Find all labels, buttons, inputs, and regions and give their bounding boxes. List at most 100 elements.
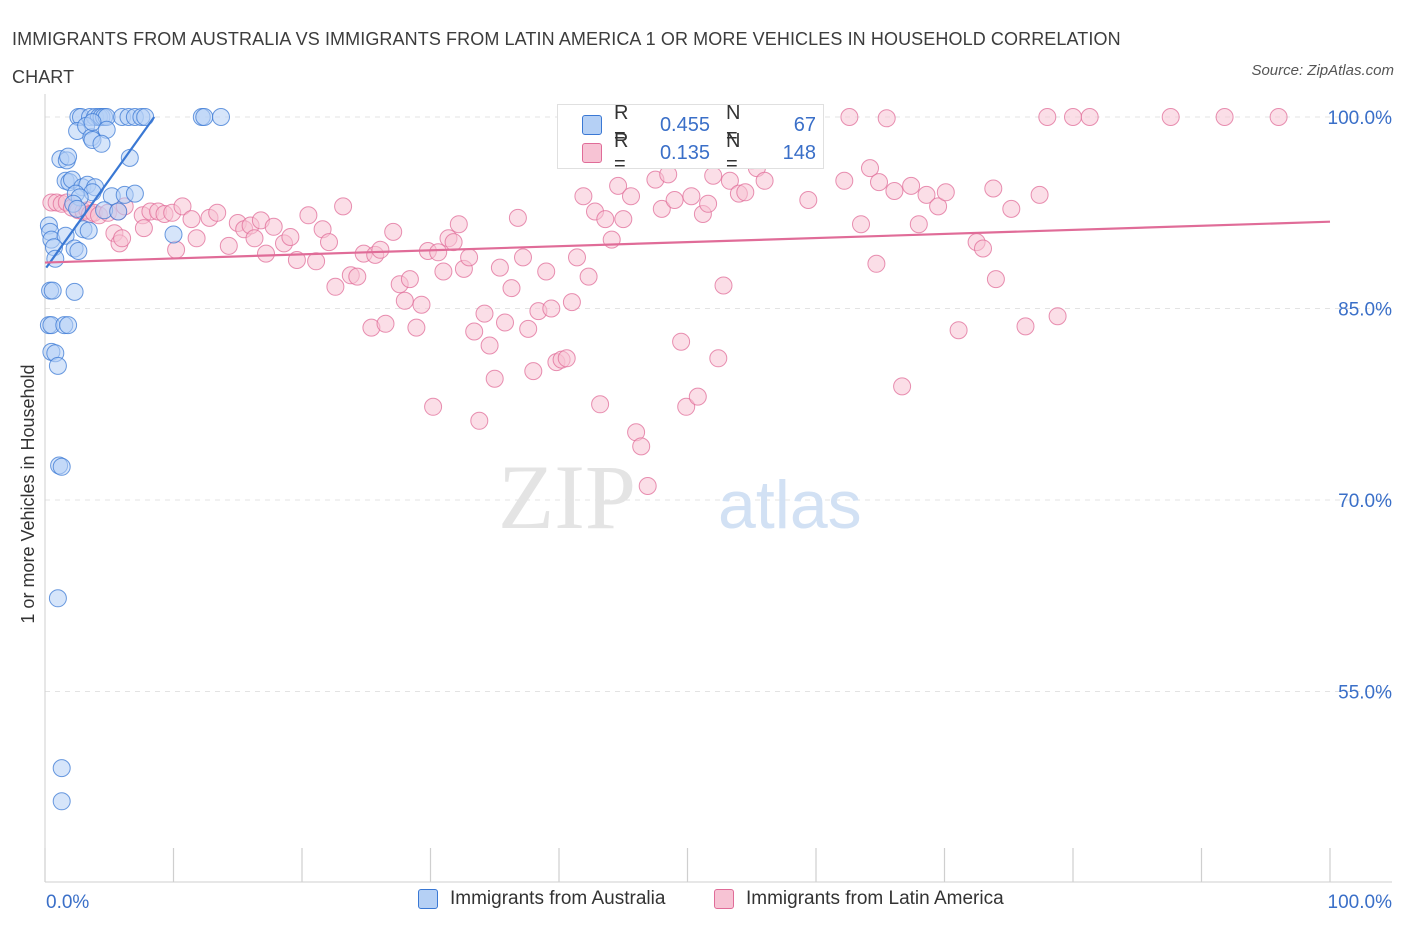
latin-america-point-36 [264, 217, 283, 236]
australia-point-25 [59, 147, 78, 166]
australia-point-19 [83, 113, 102, 132]
latin-america-point-56 [400, 270, 419, 289]
latin-america-point-92 [596, 210, 615, 229]
latin-america-point-112 [714, 276, 733, 295]
watermark-zip: ZIP [498, 446, 636, 548]
stats-n-label: N = [726, 102, 741, 147]
latin-america-point-79 [524, 362, 543, 381]
australia-point-14 [195, 108, 214, 126]
latin-america-point-86 [562, 293, 581, 312]
latin-america-point-74 [496, 313, 514, 332]
australia-point-42 [109, 202, 128, 221]
latin-america-point-149 [1080, 108, 1099, 126]
latin-america-point-135 [917, 185, 936, 204]
latin-america-point-101 [652, 199, 671, 218]
latin-america-point-60 [424, 397, 443, 416]
latin-america-point-24 [134, 219, 153, 238]
latin-america-point-26 [187, 229, 206, 248]
latin-america-point-95 [614, 210, 633, 229]
stats-n-value-latin-america: 148 [782, 141, 816, 164]
grid-lines [45, 116, 1392, 692]
latin-america-point-98 [632, 437, 651, 456]
latin-america-point-124 [835, 171, 854, 190]
latin-america-point-61 [429, 243, 448, 262]
australia-point-63 [48, 356, 67, 375]
y-tick-label-1: 85.0% [1338, 300, 1392, 321]
axes [44, 94, 1392, 883]
latin-america-point-138 [949, 321, 968, 340]
australia-trend-line [45, 116, 156, 269]
latin-america-point-78 [519, 319, 538, 338]
latin-america-point-88 [574, 187, 593, 206]
australia-point-40 [68, 199, 87, 218]
latin-america-point-20 [182, 210, 201, 229]
latin-america-point-137 [936, 183, 955, 202]
y-axis-label: 1 or more Vehicles in Household [18, 364, 38, 623]
latin-america-point-127 [861, 159, 879, 178]
stats-swatch-australia [582, 115, 602, 135]
latin-america-point-65 [449, 215, 468, 234]
latin-america-point-76 [508, 208, 527, 227]
legend-item-australia[interactable]: Immigrants from Australia [418, 888, 665, 910]
watermark-atlas: atlas [718, 467, 862, 543]
latin-america-point-64 [444, 233, 463, 252]
legend-item-latin-america[interactable]: Immigrants from Latin America [714, 888, 1004, 910]
latin-america-point-58 [412, 295, 431, 314]
latin-america-point-62 [434, 262, 453, 281]
latin-america-point-87 [568, 248, 586, 267]
latin-america-point-123 [799, 191, 818, 209]
australia-points [39, 108, 230, 811]
latin-america-points [42, 108, 1288, 495]
legend-label-australia: Immigrants from Australia [450, 888, 666, 909]
chart-title: IMMIGRANTS FROM AUSTRALIA VS IMMIGRANTS … [12, 29, 1121, 87]
latin-america-point-106 [682, 187, 701, 206]
latin-america-point-45 [334, 197, 353, 216]
latin-america-point-57 [407, 318, 426, 337]
latin-america-point-144 [1016, 317, 1035, 336]
latin-america-point-146 [1038, 108, 1057, 126]
latin-america-point-41 [307, 252, 326, 271]
latin-america-point-81 [537, 262, 556, 281]
latin-america-point-113 [720, 171, 739, 190]
stats-box: R = 0.455 N = 67 R = 0.135 N = 148 [557, 102, 824, 175]
latin-america-point-96 [622, 187, 640, 206]
latin-america-point-72 [485, 369, 504, 388]
latin-america-point-99 [638, 477, 657, 495]
latin-america-point-143 [1002, 199, 1021, 218]
australia-point-51 [69, 242, 88, 260]
watermark: ZIP atlas [498, 446, 862, 548]
legend-swatch-latin-america [714, 889, 734, 909]
legend-swatch-australia [418, 889, 438, 909]
latin-america-point-89 [579, 267, 598, 286]
latin-america-point-19 [173, 197, 192, 216]
latin-america-point-43 [320, 233, 338, 252]
latin-america-trend-line [44, 220, 1331, 264]
latin-america-point-69 [470, 411, 489, 430]
latin-america-point-77 [514, 248, 532, 267]
latin-america-point-128 [867, 254, 886, 273]
latin-america-point-105 [677, 397, 696, 416]
latin-america-point-82 [542, 299, 561, 318]
latin-america-point-134 [909, 215, 928, 234]
latin-america-point-125 [840, 108, 859, 126]
australia-point-22 [92, 134, 111, 153]
latin-america-point-131 [885, 182, 904, 200]
latin-america-point-85 [557, 349, 576, 368]
latin-america-point-111 [709, 349, 728, 368]
legend: Immigrants from Australia Immigrants fro… [0, 888, 1406, 918]
legend-label-latin-america: Immigrants from Latin America [746, 888, 1004, 909]
latin-america-point-38 [281, 228, 300, 246]
australia-point-68 [52, 792, 71, 811]
latin-america-point-148 [1064, 108, 1082, 126]
australia-point-60 [59, 316, 78, 335]
latin-america-point-70 [475, 304, 494, 323]
latin-america-point-25 [167, 240, 186, 259]
latin-america-point-152 [1269, 108, 1288, 126]
latin-america-point-29 [219, 236, 238, 255]
latin-america-point-71 [480, 336, 499, 355]
latin-america-point-145 [1030, 185, 1049, 204]
stats-r-value-latin-america: 0.135 [659, 141, 710, 164]
latin-america-point-147 [1048, 307, 1067, 326]
latin-america-point-130 [877, 109, 896, 128]
